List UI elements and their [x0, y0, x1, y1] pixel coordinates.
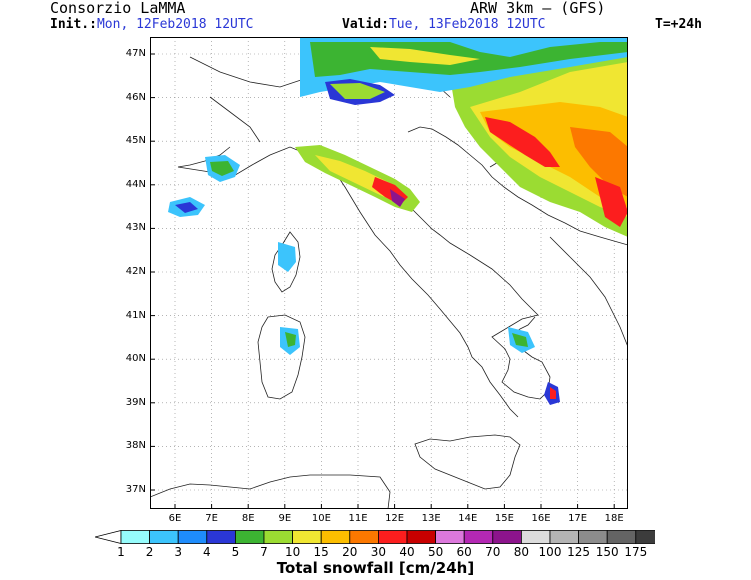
lon-label: 12E [385, 513, 405, 524]
lon-label: 15E [494, 513, 514, 524]
colorbar [95, 530, 655, 544]
colorbar-label: 175 [624, 545, 648, 559]
colorbar-label: 40 [399, 545, 415, 559]
init-label: Init.: [50, 17, 97, 32]
lat-label: 47N [125, 48, 146, 59]
colorbar-swatch [263, 530, 294, 544]
colorbar-swatch [578, 530, 608, 544]
colorbar-swatch [349, 530, 379, 544]
lon-label: 17E [568, 513, 588, 524]
lat-label: 45N [125, 135, 146, 147]
lat-label: 41N [125, 309, 146, 321]
colorbar-swatch [520, 530, 551, 544]
colorbar-label: 15 [313, 545, 329, 559]
colorbar-label: 5 [231, 545, 240, 559]
colorbar-label: 50 [427, 545, 444, 559]
colorbar-swatch [120, 530, 151, 544]
colorbar-label: 150 [595, 545, 619, 559]
init-info: Init.:Mon, 12Feb2018 12UTC [50, 18, 254, 32]
valid-info: Valid:Tue, 13Feb2018 12UTC [342, 18, 546, 32]
colorbar-swatch [606, 530, 637, 544]
snowfall-map [150, 37, 628, 509]
org-title: Consorzio LaMMA [50, 0, 186, 17]
lat-label: 44N [125, 178, 146, 190]
lon-label: 10E [311, 513, 331, 524]
colorbar-swatch [234, 530, 265, 544]
valid-label: Valid: [342, 17, 389, 32]
lat-label: 43N [125, 222, 146, 234]
snowfall-field [168, 37, 628, 405]
lat-label: 40N [125, 353, 146, 365]
lon-label: 14E [458, 513, 478, 524]
init-value: Mon, 12Feb2018 12UTC [96, 17, 254, 32]
lon-label: 13E [421, 513, 441, 524]
colorbar-label: 3 [174, 545, 182, 559]
lon-label: 6E [168, 513, 182, 524]
lon-label: 11E [348, 513, 368, 524]
colorbar-label: 125 [567, 545, 591, 559]
colorbar-label: 100 [538, 545, 562, 559]
colorbar-label: 4 [202, 545, 211, 559]
map-frame [150, 37, 628, 509]
lon-label: 8E [241, 513, 255, 524]
colorbar-swatch [635, 530, 655, 544]
lon-label: 9E [278, 513, 292, 524]
colorbar-swatch [206, 530, 236, 544]
colorbar-under-triangle [95, 530, 122, 544]
lon-label: 7E [205, 513, 218, 524]
colorbar-label: 30 [370, 545, 387, 559]
colorbar-swatch [149, 530, 179, 544]
colorbar-label: 80 [513, 545, 530, 559]
lat-label: 42N [125, 266, 146, 277]
lon-label: 16E [531, 513, 551, 524]
colorbar-swatch [320, 530, 351, 544]
lat-label: 37N [125, 484, 146, 495]
colorbar-swatch [492, 530, 522, 544]
colorbar-swatch [463, 530, 494, 544]
colorbar-label: 2 [145, 545, 154, 559]
colorbar-title: Total snowfall [cm/24h] [276, 559, 475, 577]
colorbar-swatch [435, 530, 465, 544]
colorbar-label: 70 [485, 545, 501, 559]
colorbar-label: 10 [284, 545, 301, 559]
lead-time: T=+24h [655, 17, 702, 32]
model-title: ARW 3km – (GFS) [470, 0, 606, 17]
colorbar-label: 1 [117, 545, 125, 559]
colorbar-label: 60 [456, 545, 472, 559]
lat-label: 39N [125, 396, 146, 408]
valid-value: Tue, 13Feb2018 12UTC [388, 17, 546, 32]
colorbar-swatch [406, 530, 437, 544]
colorbar-swatch [177, 530, 208, 544]
lon-label: 18E [604, 513, 624, 524]
colorbar-swatch [377, 530, 408, 544]
colorbar-swatch [292, 530, 322, 544]
colorbar-label: 7 [260, 545, 268, 559]
lat-label: 46N [125, 91, 146, 103]
colorbar-label: 20 [342, 545, 358, 559]
lat-label: 38N [125, 440, 146, 452]
colorbar-swatch [549, 530, 580, 544]
